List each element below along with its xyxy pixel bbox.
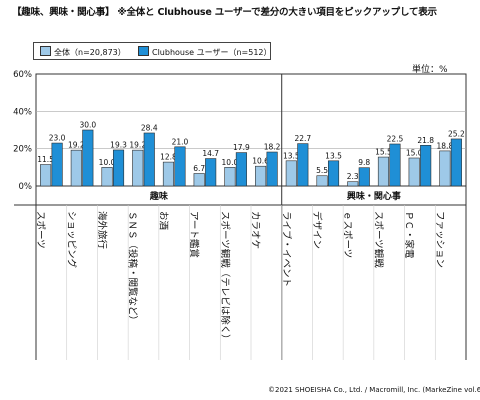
value-label-all: 15.5 [375, 148, 392, 157]
legend-label-all: 全体（n=20,873） [54, 48, 126, 57]
bar-all [193, 173, 205, 187]
bar-clubhouse [358, 167, 370, 187]
value-label-clubhouse: 13.5 [325, 151, 342, 160]
category-label: スポーツ観戦（テレビは除く） [219, 211, 231, 344]
y-tick-label: 60% [13, 70, 32, 80]
y-tick-label: 0% [19, 182, 33, 192]
category-label: 海外旅行 [96, 211, 108, 250]
bar-clubhouse [205, 158, 217, 187]
value-label-all: 10.0 [222, 158, 239, 167]
bar-all [408, 157, 420, 187]
legend-item-all: 全体（n=20,873） [40, 46, 126, 58]
value-label-clubhouse: 14.7 [202, 149, 219, 158]
legend-label-clubhouse: Clubhouse ユーザー（n=512） [152, 48, 272, 57]
bar-all [224, 167, 236, 187]
bar-all [316, 175, 328, 187]
category-label: ＳＮＳ（投稿・閲覧など） [127, 211, 139, 325]
legend: 全体（n=20,873） Clubhouse ユーザー（n=512） [33, 42, 272, 60]
chart-title: 【趣味、興味・関心事】 ※全体と Clubhouse ユーザーで差分の大きい項目… [12, 7, 437, 18]
category-label: スポーツ観戦 [372, 211, 384, 268]
value-label-clubhouse: 17.9 [233, 143, 250, 152]
category-label: お酒 [157, 211, 168, 231]
unit-label: 単位：% [412, 65, 448, 75]
bar-clubhouse [174, 146, 186, 187]
value-label-clubhouse: 18.2 [264, 143, 281, 152]
plot-frame [35, 73, 467, 187]
value-label-clubhouse: 25.2 [448, 129, 465, 138]
category-label: ファッション [434, 211, 445, 268]
value-label-all: 19.2 [68, 141, 85, 150]
bar-clubhouse [420, 145, 432, 187]
bar-clubhouse [82, 129, 94, 187]
category-label: カラオケ [250, 211, 261, 249]
copyright-credit: ©2021 SHOEISHA Co., Ltd. / Macromill, In… [268, 386, 480, 394]
bar-all [439, 150, 451, 187]
bar-all [132, 149, 144, 187]
bar-all [377, 156, 390, 187]
value-label-all: 13.5 [283, 151, 300, 160]
bar-all [70, 149, 82, 187]
bar-all [40, 164, 52, 187]
legend-swatch-clubhouse [138, 46, 149, 56]
value-label-all: 15.0 [406, 149, 423, 158]
bar-all [162, 161, 175, 187]
bar-clubhouse [327, 160, 340, 187]
group-label: 興味・関心事 [347, 190, 401, 202]
bar-clubhouse [266, 151, 278, 187]
value-label-clubhouse: 21.8 [417, 136, 434, 145]
value-label-all: 5.5 [316, 166, 328, 175]
category-label: デザイン [311, 211, 323, 249]
group-label: 趣味 [149, 190, 168, 202]
value-label-clubhouse: 22.5 [387, 135, 404, 144]
bar-all [255, 165, 267, 187]
value-label-all: 10.0 [99, 158, 116, 167]
category-label: ライブ・イベント [280, 211, 292, 287]
bar-clubhouse [235, 152, 247, 187]
y-tick-label: 40% [13, 107, 32, 117]
category-label: ショッピング [65, 211, 77, 269]
value-label-all: 19.2 [129, 141, 146, 150]
value-label-all: 12.8 [160, 153, 177, 162]
bar-clubhouse [143, 132, 155, 187]
bar-clubhouse [389, 143, 401, 187]
legend-swatch-all [40, 46, 51, 56]
value-label-all: 6.7 [193, 164, 205, 173]
value-label-all: 10.6 [252, 157, 269, 166]
category-label: スポーツ [35, 211, 46, 249]
bar-clubhouse [112, 149, 125, 187]
value-label-all: 11.5 [37, 155, 54, 164]
value-label-clubhouse: 28.4 [141, 123, 158, 132]
category-label: ＰＣ・家電 [403, 211, 415, 259]
value-label-clubhouse: 19.3 [110, 140, 127, 149]
value-label-all: 2.3 [347, 172, 359, 181]
bar-clubhouse [450, 138, 462, 187]
value-label-clubhouse: 23.0 [49, 134, 66, 143]
category-label: アート鑑賞 [188, 211, 200, 258]
bar-clubhouse [51, 142, 63, 187]
value-label-clubhouse: 9.8 [358, 158, 370, 167]
value-label-clubhouse: 21.0 [172, 137, 189, 146]
value-label-clubhouse: 22.7 [294, 134, 311, 143]
bar-all [101, 167, 113, 187]
value-label-all: 18.8 [437, 141, 454, 150]
bar-all [285, 160, 297, 187]
bar-all [347, 181, 359, 187]
y-tick-label: 20% [13, 145, 32, 155]
value-label-clubhouse: 30.0 [79, 121, 96, 130]
legend-item-clubhouse: Clubhouse ユーザー（n=512） [138, 46, 272, 58]
category-label: ｅスポーツ [342, 211, 353, 258]
bar-clubhouse [297, 143, 309, 187]
